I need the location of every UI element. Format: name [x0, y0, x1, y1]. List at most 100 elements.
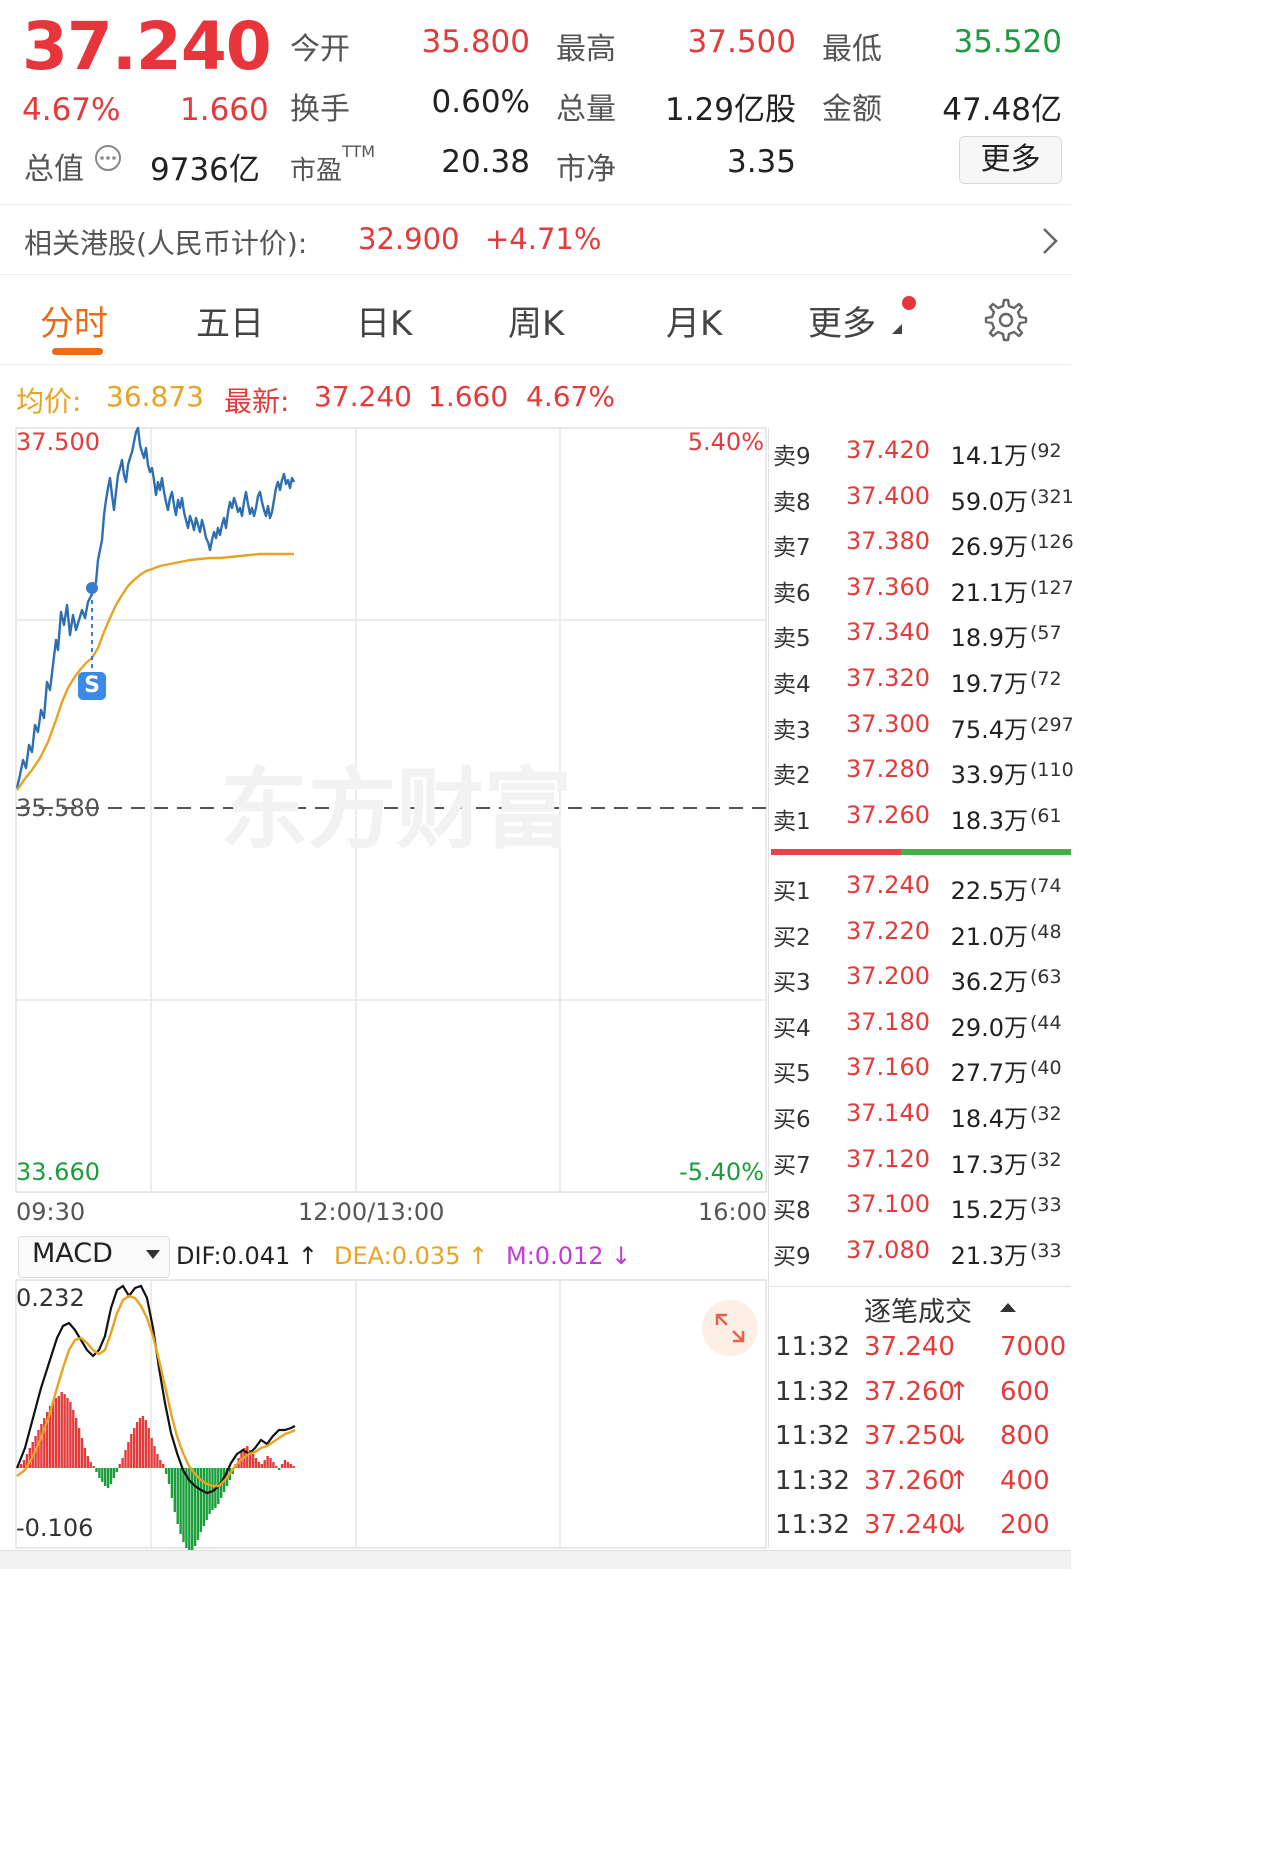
dif-line — [15, 1284, 296, 1495]
caret-up-icon[interactable] — [1000, 1302, 1016, 1312]
macd-bar — [167, 1468, 171, 1484]
macd-bar — [176, 1468, 179, 1524]
macd-chart[interactable] — [0, 1278, 768, 1550]
latest-label: 最新: — [224, 385, 290, 418]
tick-price: 37.260 — [864, 1376, 955, 1407]
macd-m: M:0.012 ↓ — [506, 1242, 632, 1270]
bid-order-count: (32 — [1030, 1103, 1062, 1125]
macd-bar — [133, 1428, 136, 1468]
gear-icon[interactable] — [984, 298, 1028, 342]
tick-volume: 200 — [1000, 1510, 1050, 1540]
hk-price: 32.900 — [358, 222, 460, 256]
macd-bar — [179, 1468, 182, 1534]
macd-bar — [278, 1468, 281, 1470]
intraday-chart[interactable]: 东方财富 — [0, 420, 768, 1200]
tick-price: 37.260 — [864, 1465, 955, 1496]
tab-more[interactable]: 更多 — [808, 304, 876, 344]
macd-bar — [182, 1468, 185, 1542]
macd-bar — [257, 1462, 261, 1468]
hk-label[interactable]: 相关港股(人民币计价): — [24, 227, 308, 260]
volume-label: 总量 — [556, 92, 616, 127]
low-value: 35.520 — [953, 24, 1062, 60]
tab-five-day[interactable]: 五日 — [196, 304, 264, 344]
ask-price: 37.360 — [846, 572, 930, 601]
tick-time: 11:32 — [775, 1465, 850, 1496]
macd-bar — [159, 1460, 162, 1468]
macd-bar — [251, 1454, 255, 1468]
dropdown-corner-icon — [892, 324, 902, 334]
macd-bar — [54, 1398, 58, 1468]
expand-button[interactable] — [702, 1300, 758, 1356]
macd-bar — [130, 1434, 133, 1468]
ask-order-count: (127 — [1030, 576, 1074, 599]
ask-ratio-bar — [771, 849, 901, 855]
macd-bar — [141, 1416, 145, 1468]
chevron-right-icon[interactable] — [1040, 226, 1060, 256]
pe-superscript: TTM — [342, 142, 376, 161]
macd-bar — [196, 1468, 200, 1540]
ask-order-count: (297 — [1030, 713, 1074, 736]
ask-level-label: 卖6 — [773, 580, 811, 607]
latest-change: 1.660 — [428, 380, 509, 413]
tick-price: 37.240 — [864, 1332, 955, 1362]
macd-bar — [135, 1422, 139, 1468]
turnover-label: 换手 — [290, 92, 350, 127]
bid-order-count: (48 — [1030, 920, 1062, 943]
ask-order-count: (126 — [1030, 531, 1074, 554]
pb-value: 3.35 — [726, 144, 796, 180]
macd-bar — [156, 1454, 159, 1468]
indicator-selector[interactable] — [18, 1236, 170, 1278]
macd-dea: DEA:0.035 ↑ — [334, 1242, 489, 1270]
bid-price: 37.120 — [846, 1144, 930, 1173]
caret-down-icon[interactable] — [146, 1250, 160, 1260]
macd-bar — [86, 1456, 89, 1468]
ticks-title[interactable]: 逐笔成交 — [864, 1297, 972, 1328]
x-axis-mid-label: 12:00/13:00 — [298, 1198, 445, 1226]
tick-volume: 7000 — [1000, 1332, 1067, 1362]
macd-bar — [164, 1468, 168, 1474]
tab-weekly-k[interactable]: 周K — [508, 304, 565, 344]
ask-level-label: 卖4 — [773, 672, 811, 698]
bottom-scrollbar[interactable] — [0, 1550, 1071, 1569]
macd-bar — [92, 1466, 95, 1468]
macd-bar — [191, 1468, 194, 1550]
macd-bar — [89, 1462, 92, 1468]
macd-bar — [95, 1468, 98, 1472]
more-stats-button[interactable]: 更多 — [959, 136, 1062, 184]
info-icon[interactable] — [94, 144, 122, 172]
tab-daily-k[interactable]: 日K — [356, 304, 413, 344]
macd-bar — [202, 1468, 205, 1526]
macd-bar — [22, 1460, 26, 1468]
ask-volume: 21.1万 — [950, 578, 1028, 607]
ask-level-label: 卖2 — [773, 763, 811, 790]
marker-dot — [86, 582, 98, 594]
bid-volume: 36.2万 — [950, 968, 1028, 997]
macd-bar — [63, 1394, 66, 1468]
macd-frame — [15, 1279, 767, 1549]
macd-bar — [77, 1428, 81, 1468]
tab-intraday[interactable]: 分时 — [40, 304, 108, 344]
notification-dot — [902, 296, 916, 310]
macd-bar — [147, 1428, 150, 1468]
volume-value: 1.29亿股 — [664, 92, 796, 128]
indicator-selector-label[interactable]: MACD — [32, 1238, 113, 1269]
s-marker-label[interactable]: S — [84, 673, 100, 698]
macd-bar — [80, 1438, 84, 1468]
macd-bar — [112, 1468, 116, 1478]
tab-monthly-k[interactable]: 月K — [666, 304, 723, 344]
bid-level-label: 买2 — [773, 924, 811, 951]
bid-level-label: 买5 — [773, 1061, 811, 1088]
bid-volume: 29.0万 — [950, 1013, 1028, 1042]
latest-percent: 4.67% — [526, 380, 615, 413]
ask-price: 37.280 — [846, 755, 930, 784]
bid-volume: 27.7万 — [950, 1059, 1028, 1088]
ask-order-count: (61 — [1030, 804, 1062, 827]
mktcap-value: 9736亿 — [150, 152, 260, 188]
macd-bar — [199, 1468, 203, 1532]
macd-bar — [185, 1468, 188, 1548]
ask-price: 37.420 — [846, 436, 930, 464]
macd-bar — [72, 1410, 75, 1468]
bid-price: 37.240 — [846, 871, 930, 899]
high-label: 最高 — [556, 32, 616, 67]
change-amount: 1.660 — [180, 92, 269, 128]
